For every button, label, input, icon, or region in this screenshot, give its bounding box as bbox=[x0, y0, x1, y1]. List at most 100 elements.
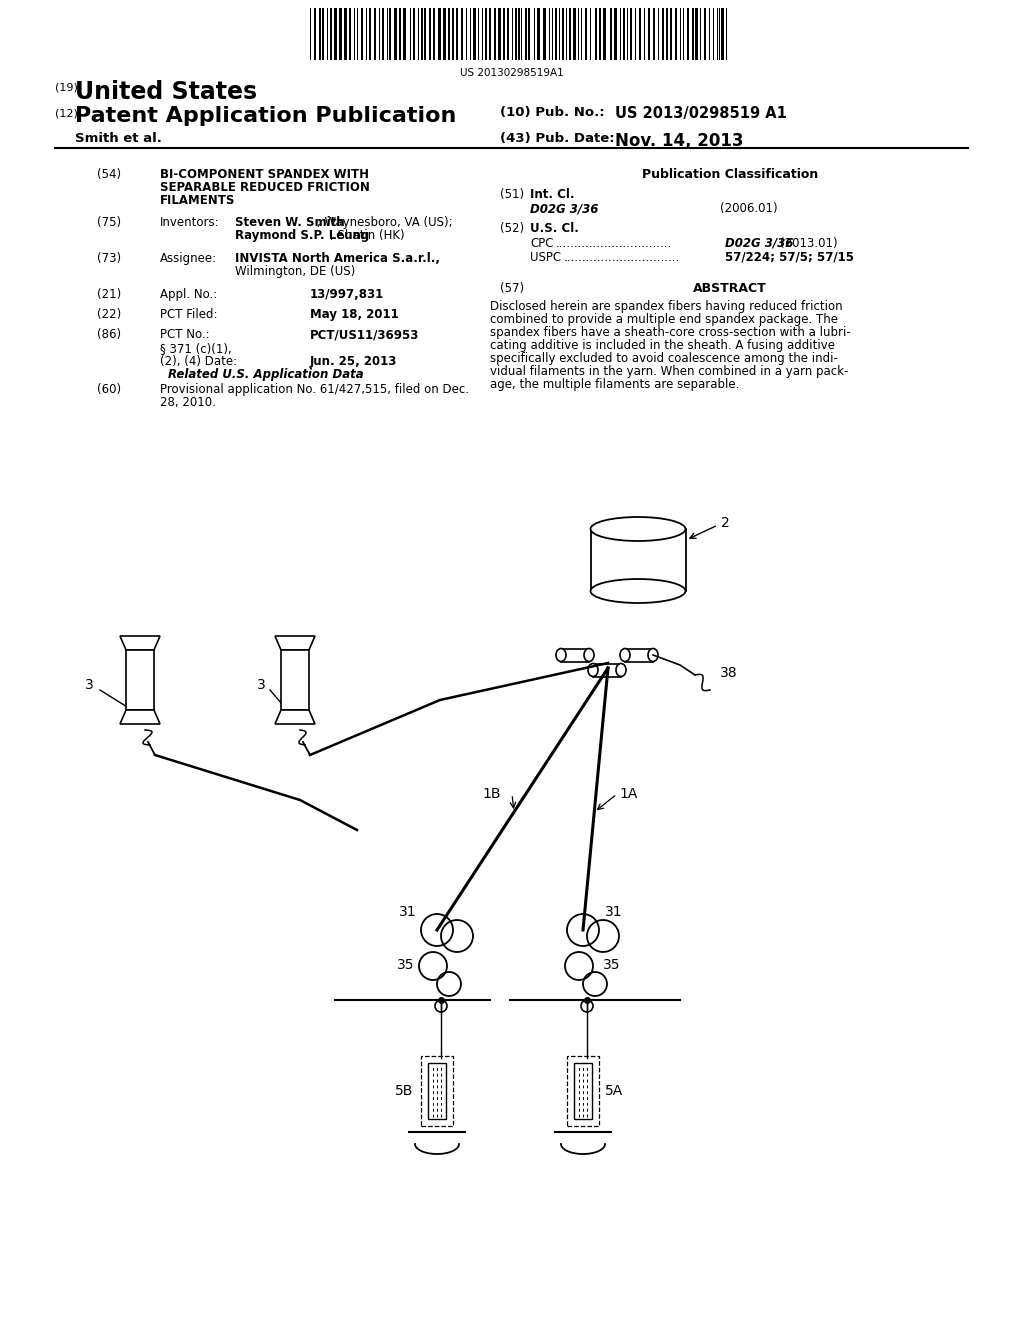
Text: D02G 3/36: D02G 3/36 bbox=[530, 202, 598, 215]
Bar bbox=[499, 8, 501, 59]
Bar bbox=[573, 8, 575, 59]
Text: SEPARABLE REDUCED FRICTION: SEPARABLE REDUCED FRICTION bbox=[160, 181, 370, 194]
Bar bbox=[507, 8, 509, 59]
Bar bbox=[631, 8, 632, 59]
Bar bbox=[438, 8, 441, 59]
Text: Provisional application No. 61/427,515, filed on Dec.: Provisional application No. 61/427,515, … bbox=[160, 383, 469, 396]
Bar bbox=[713, 8, 714, 59]
Bar bbox=[687, 8, 689, 59]
Text: (75): (75) bbox=[97, 216, 121, 228]
Text: 1A: 1A bbox=[618, 787, 637, 801]
Bar bbox=[327, 8, 329, 59]
Text: 13/997,831: 13/997,831 bbox=[310, 288, 384, 301]
Text: age, the multiple filaments are separable.: age, the multiple filaments are separabl… bbox=[490, 378, 739, 391]
Bar bbox=[335, 8, 337, 59]
Bar bbox=[330, 8, 333, 59]
Text: Smith et al.: Smith et al. bbox=[75, 132, 162, 145]
Text: INVISTA North America S.a.r.l.,: INVISTA North America S.a.r.l., bbox=[234, 252, 440, 265]
Text: 2: 2 bbox=[721, 516, 730, 531]
Bar bbox=[603, 8, 606, 59]
Text: US 20130298519A1: US 20130298519A1 bbox=[460, 69, 564, 78]
Bar bbox=[495, 8, 496, 59]
Bar bbox=[647, 8, 650, 59]
Bar bbox=[581, 8, 583, 59]
Text: , Shatin (HK): , Shatin (HK) bbox=[330, 228, 404, 242]
Text: vidual filaments in the yarn. When combined in a yarn pack-: vidual filaments in the yarn. When combi… bbox=[490, 366, 848, 378]
Bar bbox=[357, 8, 358, 59]
Text: § 371 (c)(1),: § 371 (c)(1), bbox=[160, 342, 231, 355]
Text: PCT/US11/36953: PCT/US11/36953 bbox=[310, 327, 420, 341]
Bar bbox=[525, 8, 526, 59]
Bar bbox=[339, 8, 342, 59]
Bar bbox=[518, 8, 520, 59]
Text: USPC: USPC bbox=[530, 251, 561, 264]
Text: (43) Pub. Date:: (43) Pub. Date: bbox=[500, 132, 614, 145]
Text: (86): (86) bbox=[97, 327, 121, 341]
Text: (2013.01): (2013.01) bbox=[780, 238, 838, 249]
Bar bbox=[670, 8, 672, 59]
Bar bbox=[374, 8, 376, 59]
Bar bbox=[703, 8, 706, 59]
Text: cating additive is included in the sheath. A fusing additive: cating additive is included in the sheat… bbox=[490, 339, 835, 352]
Text: 1B: 1B bbox=[482, 787, 501, 801]
Bar bbox=[515, 8, 517, 59]
Bar bbox=[424, 8, 426, 59]
Bar bbox=[382, 8, 384, 59]
Bar bbox=[644, 8, 645, 59]
Bar bbox=[453, 8, 455, 59]
Text: specifically excluded to avoid coalescence among the indi-: specifically excluded to avoid coalescen… bbox=[490, 352, 838, 366]
Bar bbox=[555, 8, 557, 59]
Bar bbox=[386, 8, 388, 59]
Text: Related U.S. Application Data: Related U.S. Application Data bbox=[168, 368, 364, 381]
Ellipse shape bbox=[620, 648, 630, 661]
Ellipse shape bbox=[584, 648, 594, 661]
Text: Int. Cl.: Int. Cl. bbox=[530, 187, 574, 201]
Bar bbox=[489, 8, 490, 59]
Text: 38: 38 bbox=[720, 667, 737, 680]
Text: CPC: CPC bbox=[530, 238, 554, 249]
Text: BI-COMPONENT SPANDEX WITH: BI-COMPONENT SPANDEX WITH bbox=[160, 168, 369, 181]
Polygon shape bbox=[120, 636, 160, 649]
Text: (54): (54) bbox=[97, 168, 121, 181]
Polygon shape bbox=[120, 710, 160, 723]
Bar bbox=[609, 8, 611, 59]
Bar bbox=[503, 8, 505, 59]
Text: (10) Pub. No.:: (10) Pub. No.: bbox=[500, 106, 604, 119]
Bar bbox=[461, 8, 463, 59]
Text: ...............................: ............................... bbox=[556, 238, 672, 249]
Polygon shape bbox=[275, 710, 315, 723]
Bar bbox=[433, 8, 435, 59]
Bar bbox=[349, 8, 351, 59]
Text: (57): (57) bbox=[500, 282, 524, 294]
Bar bbox=[443, 8, 445, 59]
Bar bbox=[447, 8, 450, 59]
Ellipse shape bbox=[591, 517, 685, 541]
Text: FILAMENTS: FILAMENTS bbox=[160, 194, 236, 207]
Text: 35: 35 bbox=[603, 958, 621, 972]
Bar bbox=[484, 8, 486, 59]
Text: Wilmington, DE (US): Wilmington, DE (US) bbox=[234, 265, 355, 279]
Bar bbox=[418, 8, 419, 59]
Bar bbox=[567, 1056, 599, 1126]
Bar bbox=[126, 649, 154, 710]
Text: Jun. 25, 2013: Jun. 25, 2013 bbox=[310, 355, 397, 368]
Bar bbox=[281, 649, 309, 710]
Text: combined to provide a multiple end spandex package. The: combined to provide a multiple end spand… bbox=[490, 313, 838, 326]
Bar bbox=[402, 8, 406, 59]
Text: 57/224; 57/5; 57/15: 57/224; 57/5; 57/15 bbox=[725, 251, 854, 264]
Text: (51): (51) bbox=[500, 187, 524, 201]
Text: (12): (12) bbox=[55, 108, 78, 117]
Bar bbox=[344, 8, 347, 59]
Bar bbox=[692, 8, 693, 59]
Bar bbox=[653, 8, 655, 59]
Bar bbox=[562, 8, 564, 59]
Text: (52): (52) bbox=[500, 222, 524, 235]
Text: 31: 31 bbox=[605, 906, 623, 919]
Ellipse shape bbox=[616, 664, 626, 676]
Bar bbox=[389, 8, 391, 59]
Text: (21): (21) bbox=[97, 288, 121, 301]
Text: Raymond S.P. Leung: Raymond S.P. Leung bbox=[234, 228, 370, 242]
Text: US 2013/0298519 A1: US 2013/0298519 A1 bbox=[615, 106, 786, 121]
Text: (73): (73) bbox=[97, 252, 121, 265]
Text: (19): (19) bbox=[55, 82, 78, 92]
